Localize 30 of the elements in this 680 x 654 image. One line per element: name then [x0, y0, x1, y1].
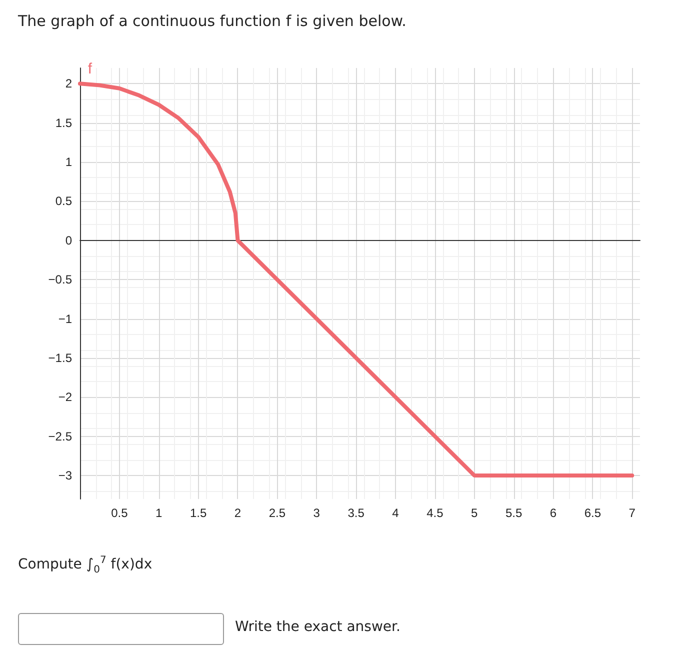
x-tick-label: 5	[471, 506, 478, 520]
x-tick-label: 6	[550, 506, 557, 520]
series-label: f	[88, 60, 93, 78]
y-tick-label: −1	[58, 312, 72, 326]
x-tick-label: 7	[628, 506, 636, 520]
text: Compute ∫$_{0}$$^{7}$ f(x)dx	[18, 555, 152, 576]
x-tick-label: 4.5	[426, 506, 444, 520]
y-tick-label: −2	[58, 390, 72, 404]
x-tick-label: 3.5	[348, 506, 365, 520]
x-tick-label: 4	[392, 506, 400, 520]
y-tick-label: 1	[65, 155, 72, 170]
line-series	[78, 82, 634, 478]
y-tick-label: 1.5	[55, 116, 72, 130]
y-tick-label: 0	[65, 233, 72, 248]
y-tick-label: −2.5	[48, 429, 72, 444]
x-tick-label: 1	[156, 506, 163, 520]
y-tick-label: −3	[58, 468, 72, 482]
chart-title: The graph of a continuous function f is given below.	[18, 12, 406, 30]
x-tick-label: 6.5	[584, 506, 602, 520]
x-tick-label: 3	[313, 506, 320, 520]
x-tick-label: 2	[234, 506, 242, 520]
y-tick-label: 0.5	[55, 194, 72, 208]
x-tick-label: 1.5	[190, 506, 207, 520]
text: Write the exact answer.	[235, 619, 400, 635]
y-tick-label: 2	[65, 76, 72, 91]
y-tick-label: −0.5	[48, 272, 72, 287]
x-tick-label: 5.5	[505, 506, 522, 520]
x-tick-label: 2.5	[268, 506, 286, 520]
x-tick-label: 0.5	[111, 506, 128, 520]
y-tick-label: −1.5	[48, 350, 72, 365]
